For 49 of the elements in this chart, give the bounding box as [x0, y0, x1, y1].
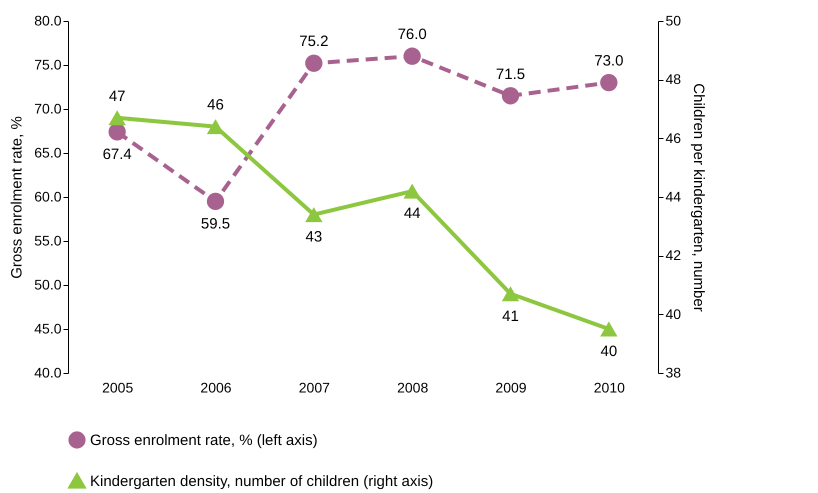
point — [305, 54, 322, 72]
point — [404, 184, 421, 199]
data-label: 71.5 — [496, 66, 526, 83]
point — [502, 286, 520, 302]
data-label: 43 — [305, 228, 322, 246]
y2-axis-title: Children per kindergarten, number — [690, 83, 708, 312]
x-tick-label: 2009 — [495, 380, 527, 396]
legend-label: Gross enrolment rate, % (left axis) — [90, 432, 318, 449]
data-label: 76.0 — [398, 26, 427, 44]
y2-tick-label: 46 — [666, 130, 682, 146]
y-tick-label: 50.0 — [34, 276, 62, 292]
point — [305, 207, 322, 222]
x-tick-label: 2008 — [397, 380, 428, 396]
legend-label: Kindergarten density, number of children (right axis) — [90, 473, 434, 490]
x-tick-label: 2007 — [298, 380, 330, 396]
y-tick-label: 40.0 — [34, 364, 62, 380]
data-label: 73.0 — [594, 52, 624, 70]
y2-tick-label: 48 — [666, 71, 682, 88]
point — [404, 48, 421, 65]
y-tick-label: 75.0 — [34, 56, 62, 72]
data-label: 47 — [108, 88, 126, 105]
data-label: 41 — [502, 308, 519, 325]
y2-tick-label: 44 — [666, 188, 682, 204]
point — [502, 87, 520, 104]
y2-tick-label: 42 — [666, 247, 682, 264]
x-tick-label: 2006 — [200, 380, 232, 396]
x-tick-label: 2005 — [102, 380, 134, 396]
data-label: 40 — [600, 343, 618, 360]
point — [206, 192, 224, 210]
data-label: 44 — [404, 205, 421, 222]
y-axis-title: Gross enrolment rate, % — [8, 116, 26, 279]
y-tick-label: 55.0 — [34, 232, 62, 248]
y-tick-label: 60.0 — [34, 188, 62, 204]
y-tick-label: 70.0 — [34, 100, 62, 116]
point — [600, 74, 618, 92]
data-label: 75.2 — [299, 33, 328, 50]
point — [108, 123, 126, 141]
point — [600, 322, 618, 336]
data-label: 46 — [207, 96, 224, 114]
data-label: 59.5 — [200, 215, 230, 232]
y2-tick-label: 50 — [666, 12, 682, 28]
y2-tick-label: 38 — [666, 364, 682, 380]
x-tick-label: 2010 — [594, 380, 626, 396]
y-tick-label: 45.0 — [34, 320, 62, 336]
y-tick-label: 80.0 — [34, 12, 62, 28]
y-tick-label: 65.0 — [34, 144, 62, 160]
y2-tick-label: 40 — [666, 306, 682, 322]
point — [108, 110, 126, 126]
data-label: 67.4 — [102, 146, 132, 163]
